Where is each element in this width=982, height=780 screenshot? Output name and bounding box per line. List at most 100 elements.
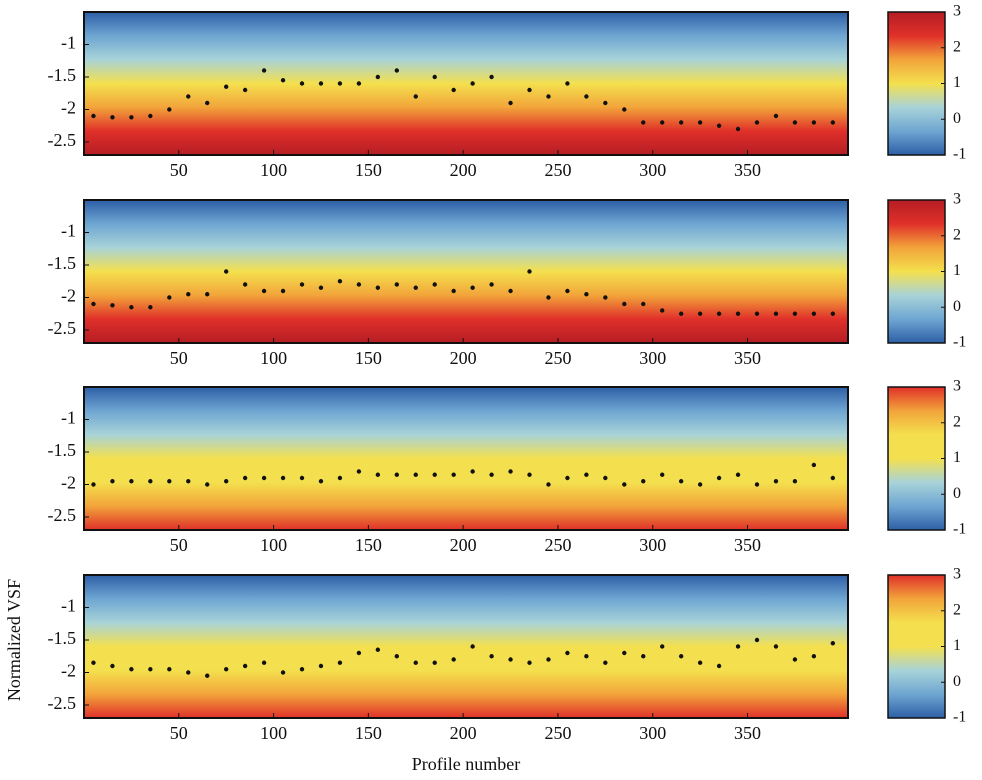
colorbar-tick-label: -1 bbox=[953, 146, 966, 163]
data-point bbox=[451, 657, 456, 662]
data-point bbox=[205, 482, 210, 487]
data-point bbox=[432, 74, 437, 80]
data-point bbox=[508, 657, 513, 662]
plot-frame bbox=[83, 574, 849, 719]
data-point bbox=[773, 311, 779, 316]
data-point bbox=[697, 311, 703, 316]
x-tick-label: 250 bbox=[544, 535, 571, 555]
data-point bbox=[754, 637, 760, 643]
data-point bbox=[735, 472, 741, 477]
colorbar bbox=[887, 199, 946, 344]
data-point bbox=[451, 472, 456, 477]
data-point bbox=[603, 660, 608, 665]
data-point bbox=[470, 469, 475, 474]
data-point bbox=[584, 292, 589, 297]
data-point bbox=[375, 647, 381, 652]
data-point bbox=[811, 462, 817, 468]
y-tick-label: -2.5 bbox=[48, 130, 77, 150]
colorbar-tick-label: 1 bbox=[953, 637, 961, 654]
x-tick-label: 150 bbox=[355, 160, 382, 180]
data-point bbox=[546, 295, 551, 300]
data-point bbox=[754, 120, 760, 125]
data-point bbox=[792, 657, 798, 662]
data-point bbox=[205, 100, 210, 106]
heatmap-background bbox=[84, 575, 848, 718]
data-point bbox=[508, 288, 513, 294]
data-point bbox=[356, 282, 362, 287]
data-point bbox=[622, 650, 627, 656]
colorbar-tick-label: 3 bbox=[953, 566, 961, 583]
data-point bbox=[792, 479, 798, 484]
data-point bbox=[148, 305, 153, 310]
data-point bbox=[432, 472, 437, 477]
data-point bbox=[375, 472, 381, 477]
colorbar bbox=[887, 386, 946, 531]
data-point bbox=[527, 472, 532, 477]
y-tick-label: -1 bbox=[61, 221, 76, 241]
x-tick-label: 100 bbox=[260, 535, 287, 555]
data-point bbox=[356, 81, 362, 86]
data-point bbox=[603, 100, 608, 106]
y-tick-label: -1.5 bbox=[48, 628, 77, 648]
data-point bbox=[678, 120, 684, 125]
colorbar bbox=[887, 574, 946, 719]
colorbar-tick-label: 1 bbox=[953, 74, 961, 91]
data-point bbox=[167, 107, 172, 112]
x-tick-label: 150 bbox=[355, 723, 382, 743]
data-point bbox=[773, 479, 779, 484]
data-point bbox=[129, 305, 134, 310]
colorbar-tick-label: -1 bbox=[953, 709, 966, 726]
data-point bbox=[565, 81, 570, 86]
data-point bbox=[242, 282, 248, 287]
data-point bbox=[318, 81, 324, 86]
data-point bbox=[565, 650, 570, 656]
data-point bbox=[261, 68, 267, 73]
data-point bbox=[716, 663, 722, 669]
data-point bbox=[830, 641, 836, 646]
data-point bbox=[432, 660, 437, 665]
data-point bbox=[603, 295, 608, 300]
data-point bbox=[584, 654, 589, 659]
x-axis-label: Profile number bbox=[412, 754, 520, 774]
data-point bbox=[811, 311, 817, 316]
data-point bbox=[223, 479, 229, 484]
data-point bbox=[261, 288, 267, 294]
data-point bbox=[91, 660, 96, 665]
y-tick-label: -2 bbox=[61, 661, 76, 681]
data-point bbox=[489, 74, 494, 80]
y-tick-label: -1 bbox=[61, 596, 76, 616]
y-tick-label: -1.5 bbox=[48, 440, 77, 460]
x-tick-label: 50 bbox=[170, 723, 188, 743]
data-point bbox=[660, 308, 665, 313]
data-point bbox=[432, 282, 437, 287]
x-tick-label: 300 bbox=[639, 723, 666, 743]
data-point bbox=[622, 107, 627, 112]
data-point bbox=[91, 482, 96, 487]
colorbar-tick-label: 0 bbox=[953, 485, 961, 502]
data-point bbox=[678, 479, 684, 484]
data-point bbox=[261, 475, 267, 481]
y-tick-label: -2 bbox=[61, 473, 76, 493]
data-point bbox=[356, 469, 362, 474]
x-tick-label: 100 bbox=[260, 723, 287, 743]
data-point bbox=[641, 120, 646, 125]
data-point bbox=[375, 285, 381, 290]
data-point bbox=[280, 670, 286, 675]
data-point bbox=[830, 475, 836, 481]
data-point bbox=[167, 295, 172, 300]
data-point bbox=[148, 113, 153, 119]
data-point bbox=[641, 301, 646, 307]
x-tick-label: 300 bbox=[639, 160, 666, 180]
data-point bbox=[148, 667, 153, 672]
data-point bbox=[622, 301, 627, 307]
data-point bbox=[508, 100, 513, 106]
x-tick-label: 350 bbox=[734, 535, 761, 555]
data-point bbox=[186, 292, 191, 297]
data-point bbox=[622, 482, 627, 487]
data-point bbox=[660, 120, 665, 125]
data-point bbox=[280, 288, 286, 294]
colorbar-tick-label: 3 bbox=[953, 378, 961, 395]
data-point bbox=[299, 282, 305, 287]
